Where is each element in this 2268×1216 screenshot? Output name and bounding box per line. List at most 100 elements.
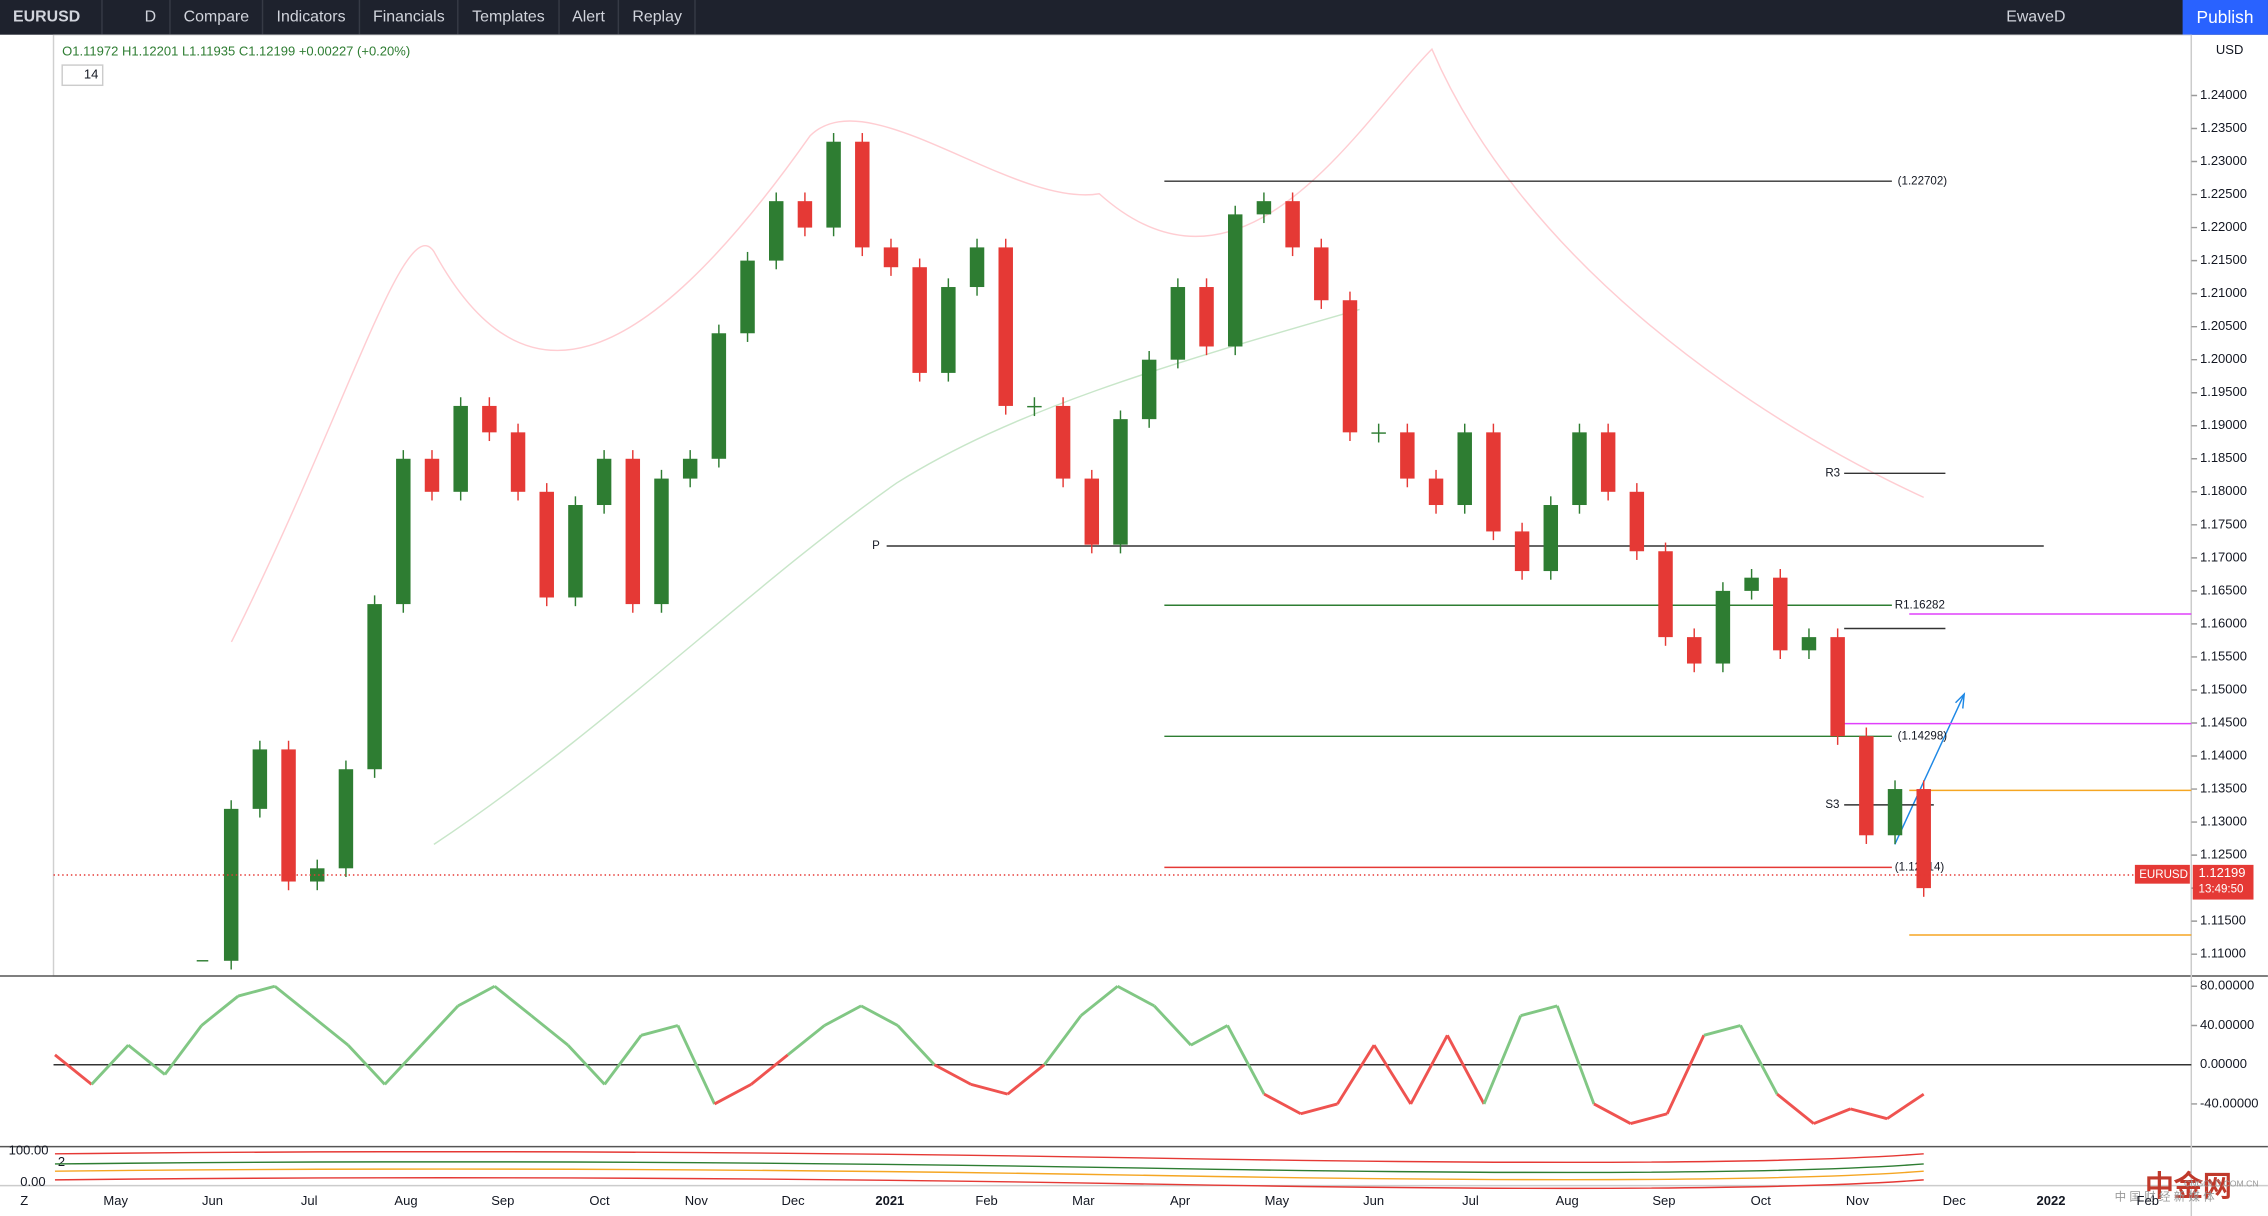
candle [568,505,583,598]
time-label: Jul [1462,1193,1479,1208]
price-label: 1.22000 [2200,219,2247,234]
lower-tick: 100.00 [9,1142,49,1157]
price-tag [2192,864,2254,900]
osc-segment [823,1004,862,1027]
ohlc-legend: O1.11972 H1.12201 L1.11935 C1.12199 +0.0… [62,43,410,58]
price-label: 1.14000 [2200,747,2247,762]
publish-button[interactable]: Publish [2182,0,2268,35]
button[interactable]: Alert [559,0,620,35]
time-label: Sep [491,1193,514,1208]
price-label: 1.19500 [2200,384,2247,399]
osc-segment [1850,1107,1888,1121]
osc-segment [310,1014,350,1047]
candle [1170,287,1186,360]
button[interactable]: Compare [171,0,264,35]
price-label: 1.14500 [2200,714,2247,729]
price-label: 1.24000 [2200,87,2247,102]
osc-segment [1555,1005,1596,1105]
osc-segment [1226,1024,1266,1095]
candle [1916,789,1931,889]
osc-segment [273,985,313,1017]
price-label: 1.13500 [2200,780,2247,795]
candle [223,808,239,961]
osc-segment [1116,984,1155,1008]
price-label: 1.20500 [2200,318,2247,333]
candle [1715,590,1731,664]
candle [1486,432,1501,532]
candle [998,247,1013,406]
osc-segment [933,1063,972,1086]
button[interactable]: Indicators [264,0,361,35]
osc-segment [1006,1063,1046,1096]
osc-segment [457,984,496,1008]
candle [1744,577,1759,591]
osc-segment [1665,1034,1706,1115]
candle [1514,531,1530,572]
price-label: 1.17000 [2200,549,2247,564]
candle [252,749,268,809]
osc-segment [860,1004,899,1027]
candle [1314,247,1329,301]
candle [941,287,956,373]
osc-segment [54,1053,93,1086]
candle [1543,505,1559,572]
candle [797,201,813,228]
indicator-box[interactable] [61,64,104,87]
interval[interactable]: D [132,0,171,35]
osc-segment [750,1053,789,1086]
candle [711,333,727,459]
symbol[interactable]: EURUSD [0,0,103,35]
osc-segment [1043,1014,1083,1066]
lower-length: 2 [58,1154,65,1169]
currency[interactable]: USD [2216,42,2243,57]
level-label: P [872,540,880,552]
osc-segment [1300,1102,1338,1116]
price-label: 1.21500 [2200,252,2247,267]
candle [1887,789,1903,836]
time-label: Aug [394,1193,417,1208]
price-label: 1.17500 [2200,516,2247,531]
candle [1342,300,1358,433]
price-label: 1.13000 [2200,814,2247,829]
osc-segment [713,1083,752,1106]
button[interactable]: Replay [619,0,697,35]
time-label: Jun [202,1193,223,1208]
price-label: 1.21000 [2200,285,2247,300]
osc-segment [493,985,533,1017]
candle [912,267,927,373]
button[interactable]: Financials [360,0,460,35]
lower-line [54,1161,1924,1174]
band-upper [230,47,1925,643]
level-label: S3 [1825,799,1839,811]
candle [281,749,296,882]
osc-segment [1153,1004,1192,1047]
osc-segment [566,1044,606,1086]
candle [1572,432,1587,506]
osc-segment [1446,1034,1486,1105]
candle [453,405,468,492]
osc-segment [1886,1092,1925,1120]
osc-segment [200,994,240,1027]
price-label: 1.16000 [2200,615,2247,630]
level-label: (1.22702) [1898,175,1948,187]
price-label: 1.11000 [2200,946,2246,961]
price-label: 1.12500 [2200,847,2247,862]
price-label: 1.15000 [2200,681,2247,696]
button[interactable]: Templates [459,0,560,35]
candle [682,458,698,479]
candle [1830,637,1845,737]
indicator-length: 14 [84,67,98,82]
layout-name[interactable]: EwaveD [2006,8,2066,27]
osc-segment [1593,1102,1632,1125]
osc-segment [676,1024,716,1105]
osc-segment [1080,985,1119,1017]
osc-segment [1409,1034,1449,1105]
osc-segment [1190,1024,1229,1047]
time-label: Apr [1170,1193,1191,1208]
price-label: 1.23500 [2200,120,2247,135]
level-label: (1.14298) [1898,730,1948,742]
candle [1658,551,1673,638]
time-label: Nov [1846,1193,1870,1208]
time-label: Oct [589,1193,610,1208]
